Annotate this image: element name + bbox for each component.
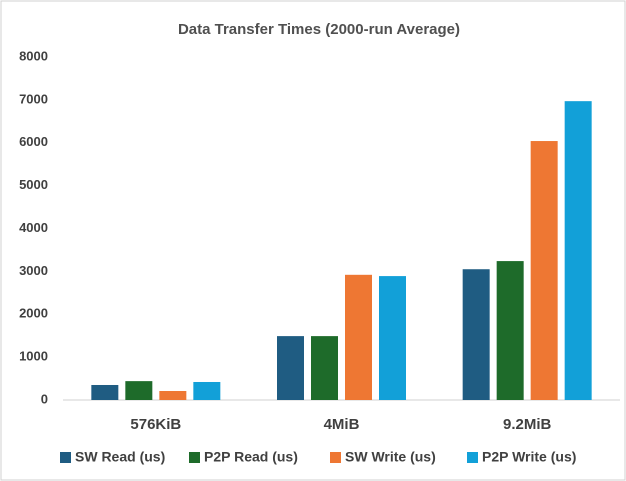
x-tick-label: 576KiB (130, 416, 181, 433)
bar (91, 384, 119, 400)
bar (159, 390, 187, 400)
y-tick-label: 3000 (19, 263, 48, 278)
y-tick-label: 1000 (19, 349, 48, 364)
bar (193, 381, 221, 400)
legend-label: P2P Write (us) (482, 449, 576, 465)
bar (345, 274, 372, 400)
bar (277, 336, 304, 400)
bar (462, 269, 490, 400)
y-tick-label: 2000 (19, 306, 48, 321)
legend-swatch (189, 452, 200, 463)
bar (564, 101, 592, 400)
y-tick-label: 7000 (19, 91, 48, 106)
bar (496, 261, 524, 400)
legend-label: SW Write (us) (345, 449, 436, 465)
bar (530, 141, 558, 400)
y-tick-label: 6000 (19, 134, 48, 149)
legend-swatch (330, 452, 341, 463)
legend-label: SW Read (us) (75, 449, 165, 465)
x-tick-label: 4MiB (324, 416, 360, 433)
chart-title: Data Transfer Times (2000-run Average) (178, 21, 460, 38)
y-tick-label: 5000 (19, 177, 48, 192)
y-tick-label: 4000 (19, 220, 48, 235)
bar (125, 381, 153, 400)
legend-swatch (60, 452, 71, 463)
x-tick-label: 9.2MiB (503, 416, 552, 433)
bar (311, 336, 338, 400)
bar (379, 276, 406, 400)
legend-label: P2P Read (us) (204, 449, 298, 465)
y-tick-label: 8000 (19, 48, 48, 63)
y-tick-label: 0 (41, 391, 48, 406)
legend-swatch (467, 452, 478, 463)
